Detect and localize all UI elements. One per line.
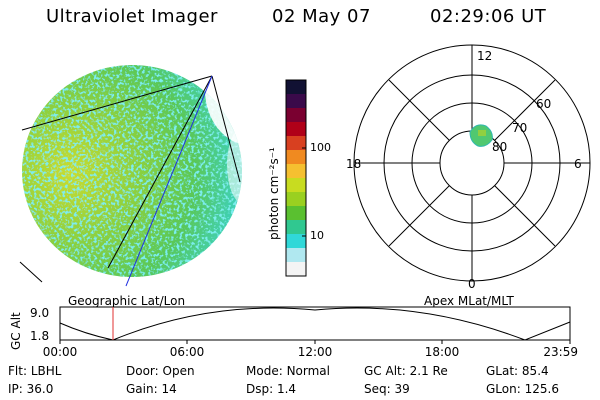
status-value: 125.6 <box>524 382 559 396</box>
timeline-x-tick: 23:59 <box>543 345 578 359</box>
colorbar-swatch <box>286 178 306 193</box>
status-value: 36.0 <box>26 382 54 396</box>
status-mode: Mode: Normal <box>246 364 330 378</box>
colorbar-swatch <box>286 192 306 207</box>
status-key: GLat: <box>486 364 519 378</box>
status-value: 85.4 <box>521 364 549 378</box>
colorbar-tick-label: 100 <box>310 141 331 154</box>
status-flt: Flt: LBHL <box>8 364 61 378</box>
status-dsp: Dsp: 1.4 <box>246 382 296 396</box>
colorbar-swatch <box>286 94 306 109</box>
altitude-timeline: Geographic Lat/Lon Apex MLat/MLT GC Alt … <box>9 294 578 359</box>
timeline-x-tick: 06:00 <box>170 345 205 359</box>
spacecraft-track-line <box>125 75 213 287</box>
colorbar-swatch <box>286 108 306 123</box>
polar-plot: 60 70 80 12 18 6 0 <box>346 44 591 291</box>
polar-ring-outer <box>353 44 591 282</box>
status-key: Mode: <box>246 364 283 378</box>
instrument-title: Ultraviolet Imager <box>46 6 218 27</box>
colorbar-swatch <box>286 80 306 95</box>
colorbar-swatch <box>286 234 306 249</box>
status-value: 2.1 Re <box>409 364 448 378</box>
timeline-x-tick: 00:00 <box>43 345 78 359</box>
polar-ring-label: 80 <box>492 140 507 154</box>
timeline-axis-label: GC Alt <box>9 312 23 350</box>
polar-ring-70 <box>411 102 533 224</box>
status-key: Door: <box>126 364 159 378</box>
view-line <box>211 75 241 183</box>
colorbar-swatch <box>286 248 306 263</box>
status-seq: Seq: 39 <box>364 382 410 396</box>
status-value: Open <box>162 364 195 378</box>
status-key: Gain: <box>126 382 158 396</box>
view-geometry-lines <box>19 75 241 283</box>
mlt-label-left: 18 <box>346 157 361 171</box>
status-value: LBHL <box>30 364 62 378</box>
status-door: Door: Open <box>126 364 195 378</box>
polar-ring-label: 70 <box>512 121 527 135</box>
colorbar-swatch <box>286 122 306 137</box>
status-key: GC Alt: <box>364 364 406 378</box>
colorbar <box>285 79 307 277</box>
colorbar-swatch <box>286 220 306 235</box>
observation-time: 02:29:06 UT <box>430 6 547 27</box>
timeline-y-tick: 1.8 <box>30 329 49 343</box>
colorbar-swatch <box>286 164 306 179</box>
status-glat: GLat: 85.4 <box>486 364 549 378</box>
status-gc-alt: GC Alt: 2.1 Re <box>364 364 448 378</box>
timeline-frame <box>59 306 571 341</box>
view-line <box>21 75 213 131</box>
timeline-y-tick: 9.0 <box>30 306 49 320</box>
status-glon: GLon: 125.6 <box>486 382 559 396</box>
colorbar-frame <box>285 79 307 277</box>
earth-disk-image <box>22 65 242 277</box>
altitude-curve <box>59 307 571 341</box>
colorbar-swatch <box>286 262 306 277</box>
auroral-emission-core <box>478 130 486 136</box>
status-key: Dsp: <box>246 382 274 396</box>
mlt-label-top: 12 <box>477 49 492 63</box>
status-ip: IP: 36.0 <box>8 382 53 396</box>
timeline-left-title: Geographic Lat/Lon <box>68 294 185 308</box>
status-key: IP: <box>8 382 23 396</box>
colorbar-unit-label: photon cm⁻²s⁻¹ <box>267 147 281 240</box>
colorbar-swatch <box>286 136 306 151</box>
timeline-x-tick: 18:00 <box>425 345 460 359</box>
view-line <box>19 261 43 283</box>
timeline-right-title: Apex MLat/MLT <box>424 294 514 308</box>
mlt-label-bottom: 0 <box>468 277 476 291</box>
polar-ring-60 <box>383 74 561 252</box>
view-line <box>107 75 213 269</box>
status-value: 14 <box>161 382 177 396</box>
status-value: 39 <box>394 382 410 396</box>
colorbar-tick-label: 10 <box>310 229 324 242</box>
status-key: GLon: <box>486 382 521 396</box>
observation-date: 02 May 07 <box>272 6 371 27</box>
status-key: Seq: <box>364 382 391 396</box>
polar-ring-label: 60 <box>536 97 551 111</box>
timeline-x-tick: 12:00 <box>298 345 333 359</box>
colorbar-swatch <box>286 150 306 165</box>
status-key: Flt: <box>8 364 27 378</box>
status-value: 1.4 <box>276 382 297 396</box>
colorbar-swatch <box>286 206 306 221</box>
status-value: Normal <box>286 364 330 378</box>
status-gain: Gain: 14 <box>126 382 177 396</box>
mlt-label-right: 6 <box>574 157 582 171</box>
